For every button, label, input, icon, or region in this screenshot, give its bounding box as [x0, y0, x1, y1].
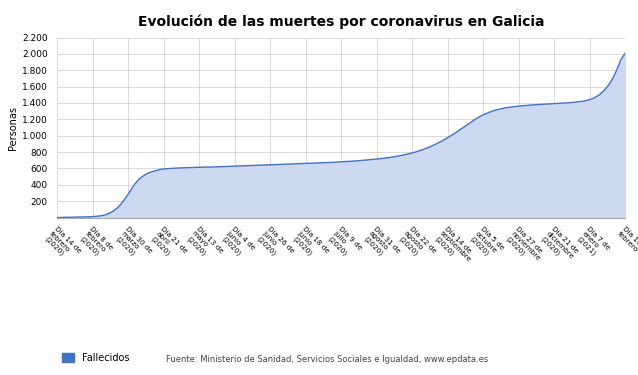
Legend: Fallecidos: Fallecidos: [63, 352, 130, 363]
Title: Evolución de las muertes por coronavirus en Galicia: Evolución de las muertes por coronavirus…: [138, 15, 545, 29]
Text: Fuente: Ministerio de Sanidad, Servicios Sociales e Igualdad, www.epdata.es: Fuente: Ministerio de Sanidad, Servicios…: [166, 356, 488, 364]
Y-axis label: Personas: Personas: [8, 105, 18, 150]
